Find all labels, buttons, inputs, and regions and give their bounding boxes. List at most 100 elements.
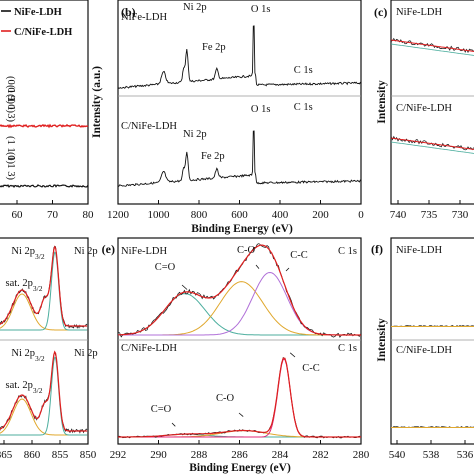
label-arrow [238, 412, 244, 417]
fit-envelope [118, 357, 361, 438]
raw-spectrum [390, 37, 474, 54]
y-axis-label: Intensity (a.u.) [91, 66, 103, 138]
panel-c-frame [390, 0, 474, 205]
component-label: C-C [290, 250, 308, 261]
legend-label: C/NiFe-LDH [14, 27, 72, 38]
series-line-nife-ldh [0, 184, 89, 189]
x-tick-label: 280 [353, 449, 370, 461]
peak-label: Ni 2p [74, 348, 98, 359]
fit-component [390, 141, 474, 154]
x-tick-label: 288 [191, 449, 208, 461]
fit-envelope [390, 39, 474, 52]
x-tick-label: 1200 [107, 209, 130, 221]
panel-e: (e) NiFe-LDH C 1s C/NiFe-LDH C 1s C=O C-O C-C C=… [102, 237, 370, 474]
series-line-nife-ldh [117, 25, 362, 90]
x-tick-label: 800 [191, 209, 208, 221]
region-label: C 1s [338, 343, 357, 354]
component-label: C=O [151, 404, 172, 415]
peak-label: Ni 2p3/2 [11, 246, 44, 261]
peak-label: (1 1 3) [5, 94, 16, 122]
panel-letter: (b) [121, 5, 136, 19]
x-tick-label: 282 [312, 449, 329, 461]
label-arrow [255, 264, 260, 269]
raw-spectrum [0, 350, 88, 434]
fit-envelope [118, 244, 361, 336]
panel-f-frame [390, 237, 474, 445]
panel-letter: (c) [374, 5, 387, 19]
label-arrow [289, 352, 296, 358]
x-axis-label: Binding Energy (eV) [189, 462, 291, 474]
panel-letter: (f) [371, 242, 383, 256]
x-tick-label: 855 [52, 449, 69, 461]
peak-label: sat. 2p3/2 [5, 278, 42, 293]
x-tick-label: 540 [389, 449, 406, 461]
x-tick-label: 735 [421, 209, 438, 221]
x-tick-label: 286 [231, 449, 248, 461]
label-arrow [285, 267, 290, 272]
label-arrow [181, 284, 188, 290]
raw-spectrum [390, 135, 474, 151]
raw-spectrum [117, 356, 362, 439]
component-label: C=O [155, 262, 176, 273]
panel-d-frame [0, 237, 89, 445]
peak-label: (1 1 3) [5, 152, 16, 180]
panel-b-frame [117, 0, 362, 205]
x-tick-label: 290 [150, 449, 167, 461]
component-label: C-C [302, 363, 320, 374]
peak-label: C 1s [294, 102, 313, 113]
fit-component-main [0, 356, 88, 436]
x-tick-label: 850 [80, 449, 97, 461]
peak-label: (1 1 0) [5, 136, 16, 164]
fit-envelope [390, 137, 474, 150]
series-name: C/NiFe-LDH [396, 345, 452, 356]
x-tick-label: 536 [457, 449, 474, 461]
fit-component [390, 43, 474, 56]
peak-label: O 1s [251, 104, 271, 115]
x-tick-label: 0 [358, 209, 364, 221]
peak-label: sat. 2p3/2 [5, 380, 42, 395]
series-name: NiFe-LDH [121, 246, 167, 257]
legend-label: NiFe-LDH [14, 7, 62, 18]
x-tick-label: 865 [0, 449, 13, 461]
peak-label: Ni 2p [183, 2, 207, 13]
panel-d: Ni 2p3/2 Ni 2p sat. 2p3/2 Ni 2p3/2 Ni 2p sat.… [0, 237, 98, 461]
peak-label: (0 0 9) [5, 76, 16, 104]
x-tick-label: 400 [272, 209, 289, 221]
peak-label: Fe 2p [202, 42, 226, 53]
series-name: C/NiFe-LDH [121, 121, 177, 132]
x-tick-label: 284 [272, 449, 289, 461]
region-label: C 1s [338, 246, 357, 257]
peak-label: (1 1 0) [5, 85, 16, 113]
peak-label: Ni 2p [183, 129, 207, 140]
peak-label: Ni 2p [74, 246, 98, 257]
panel-letter: (e) [102, 242, 115, 256]
series-name: NiFe-LDH [396, 245, 442, 256]
fit-envelope [0, 245, 88, 327]
component-label: C-O [237, 245, 256, 256]
x-tick-label: 70 [47, 209, 59, 221]
fit-component-C-O [118, 281, 361, 336]
x-tick-label: 740 [390, 209, 407, 221]
raw-spectrum [390, 324, 474, 328]
component-label: C-O [216, 393, 235, 404]
series-name: NiFe-LDH [121, 12, 167, 23]
panel-a-frame [0, 0, 89, 205]
panel-c: (c) Intensity NiFe-LDH C/NiFe-LDH 740 735 730 [374, 0, 474, 221]
series-name: C/NiFe-LDH [396, 103, 452, 114]
x-tick-label: 1000 [148, 209, 171, 221]
y-axis-label: Intensity [376, 318, 388, 362]
fit-envelope [0, 350, 88, 432]
panel-b: (b) Intensity (a.u.) NiFe-LDH Ni 2p Fe 2p O 1… [91, 0, 364, 235]
x-tick-label: 538 [423, 449, 440, 461]
y-axis-label: Intensity [376, 80, 388, 124]
x-tick-label: 292 [110, 449, 127, 461]
x-tick-label: 600 [231, 209, 248, 221]
panel-f: (f) Intensity NiFe-LDH C/NiFe-LDH 540 538 536 [371, 237, 474, 461]
fit-component-C-C [118, 359, 361, 438]
series-name: NiFe-LDH [396, 7, 442, 18]
label-arrow [171, 422, 176, 427]
x-tick-label: 80 [83, 209, 95, 221]
peak-label: O 1s [251, 4, 271, 15]
